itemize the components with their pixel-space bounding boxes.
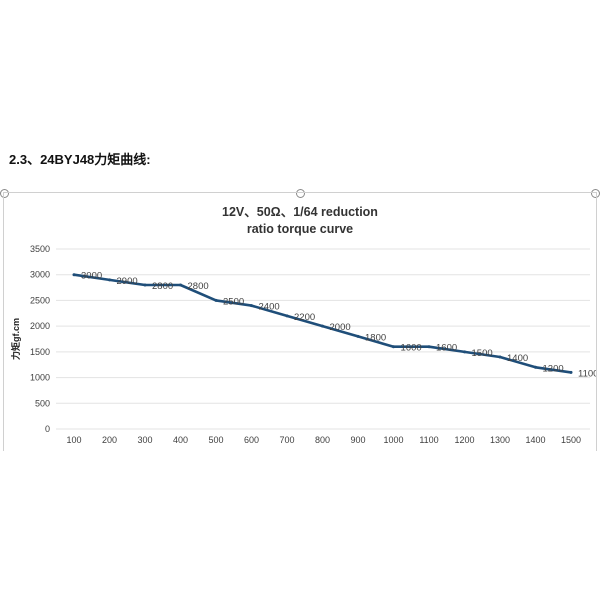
data-label-1200: 1500 bbox=[472, 348, 493, 359]
x-tick-label-700: 700 bbox=[279, 435, 294, 445]
resize-handle-top-left[interactable] bbox=[0, 189, 9, 198]
chart-area[interactable]: 12V、50Ω、1/64 reduction ratio torque curve… bbox=[3, 192, 597, 451]
x-tick-label-400: 400 bbox=[173, 435, 188, 445]
data-point-700 bbox=[285, 314, 289, 318]
x-tick-label-300: 300 bbox=[137, 435, 152, 445]
data-label-800: 2000 bbox=[330, 322, 351, 333]
data-point-200 bbox=[108, 278, 111, 282]
data-label-1300: 1400 bbox=[507, 353, 528, 364]
data-label-500: 2500 bbox=[223, 296, 244, 307]
x-tick-label-600: 600 bbox=[244, 435, 259, 445]
data-point-500 bbox=[214, 298, 218, 302]
data-label-400: 2800 bbox=[188, 281, 209, 292]
data-label-1400: 1200 bbox=[543, 363, 564, 374]
y-tick-label-1000: 1000 bbox=[30, 373, 50, 383]
x-tick-label-900: 900 bbox=[350, 435, 365, 445]
data-label-1100: 1600 bbox=[436, 343, 457, 354]
data-label-100: 3000 bbox=[81, 271, 102, 282]
data-point-800 bbox=[321, 324, 324, 328]
y-tick-label-1500: 1500 bbox=[30, 347, 50, 357]
y-tick-label-2500: 2500 bbox=[30, 295, 50, 305]
x-tick-label-1400: 1400 bbox=[525, 435, 545, 445]
x-tick-label-1500: 1500 bbox=[561, 435, 581, 445]
x-tick-label-1300: 1300 bbox=[490, 435, 510, 445]
data-label-300: 2800 bbox=[152, 281, 173, 292]
data-label-1000: 1600 bbox=[401, 343, 422, 354]
data-point-600 bbox=[250, 304, 253, 308]
data-label-700: 2200 bbox=[294, 312, 315, 323]
data-point-1100 bbox=[427, 345, 431, 349]
data-label-600: 2400 bbox=[259, 302, 280, 313]
y-tick-label-0: 0 bbox=[45, 424, 50, 434]
resize-handle-top-center[interactable] bbox=[296, 189, 305, 198]
data-point-1500 bbox=[569, 370, 573, 374]
data-point-1000 bbox=[392, 345, 395, 349]
torque-chart: 12V、50Ω、1/64 reduction ratio torque curve… bbox=[10, 205, 596, 445]
x-tick-label-1200: 1200 bbox=[454, 435, 474, 445]
x-tick-label-800: 800 bbox=[315, 435, 330, 445]
x-tick-label-500: 500 bbox=[208, 435, 223, 445]
x-tick-label-1000: 1000 bbox=[383, 435, 403, 445]
data-point-100 bbox=[72, 273, 76, 277]
data-point-1200 bbox=[463, 350, 466, 354]
y-tick-label-3500: 3500 bbox=[30, 244, 50, 254]
x-tick-label-200: 200 bbox=[102, 435, 117, 445]
x-tick-label-100: 100 bbox=[66, 435, 81, 445]
y-tick-label-3000: 3000 bbox=[30, 270, 50, 280]
data-label-1500: 1100 bbox=[578, 368, 596, 379]
y-axis-title: 力矩gf.cm bbox=[10, 318, 21, 360]
data-point-1300 bbox=[498, 355, 502, 359]
section-heading: 2.3、24BYJ48力矩曲线: bbox=[9, 152, 151, 167]
chart-title-line-1: 12V、50Ω、1/64 reduction bbox=[222, 205, 378, 219]
data-point-900 bbox=[356, 334, 360, 338]
data-point-400 bbox=[179, 283, 182, 287]
y-tick-label-500: 500 bbox=[35, 398, 50, 408]
data-point-1400 bbox=[534, 365, 537, 369]
x-tick-label-1100: 1100 bbox=[419, 435, 438, 445]
data-label-200: 2900 bbox=[117, 276, 138, 287]
data-point-300 bbox=[143, 283, 147, 287]
series-line-1 bbox=[72, 273, 573, 374]
data-label-900: 1800 bbox=[365, 332, 386, 343]
y-tick-label-2000: 2000 bbox=[30, 321, 50, 331]
chart-title-line-2: ratio torque curve bbox=[247, 222, 353, 236]
